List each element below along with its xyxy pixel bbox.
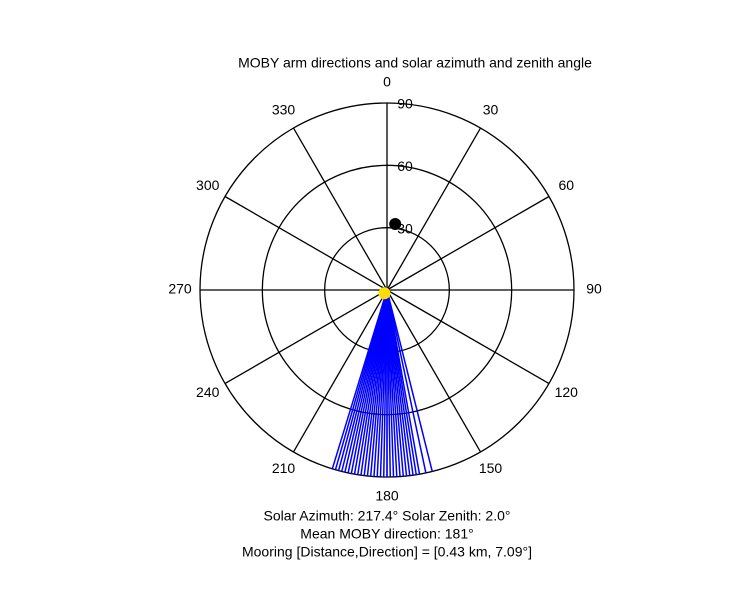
theta-tick-label: 0: [383, 74, 391, 90]
theta-tick-label: 270: [168, 281, 192, 297]
arm-line: [331, 289, 388, 470]
spoke: [386, 195, 550, 291]
spoke: [224, 289, 388, 385]
arm-line: [386, 289, 433, 472]
theta-tick-label: 180: [375, 488, 399, 504]
mooring-point: [389, 218, 402, 231]
r-tick-label: 90: [397, 96, 413, 112]
spoke: [386, 289, 482, 453]
theta-tick-label: 240: [196, 384, 220, 400]
theta-tick-label: 210: [272, 460, 296, 476]
spoke: [224, 195, 388, 291]
theta-tick-label: 90: [586, 281, 602, 297]
theta-tick-label: 330: [272, 101, 296, 117]
theta-tick-label: 30: [483, 101, 499, 117]
spoke: [386, 289, 550, 385]
theta-tick-label: 60: [558, 177, 574, 193]
theta-tick-label: 120: [555, 384, 579, 400]
spoke: [292, 127, 388, 291]
theta-tick-label: 300: [196, 177, 220, 193]
theta-tick-label: 150: [479, 460, 503, 476]
annotation: Solar Azimuth: 217.4° Solar Zenith: 2.0°: [264, 508, 511, 524]
annotation: Mooring [Distance,Direction] = [0.43 km,…: [242, 544, 532, 560]
spoke: [292, 289, 388, 453]
chart-title: MOBY arm directions and solar azimuth an…: [238, 55, 592, 71]
annotation: Mean MOBY direction: 181°: [300, 526, 473, 542]
sun-point: [378, 287, 391, 300]
arm-line: [386, 289, 427, 474]
r-tick-label: 60: [397, 158, 413, 174]
spoke: [386, 127, 482, 291]
